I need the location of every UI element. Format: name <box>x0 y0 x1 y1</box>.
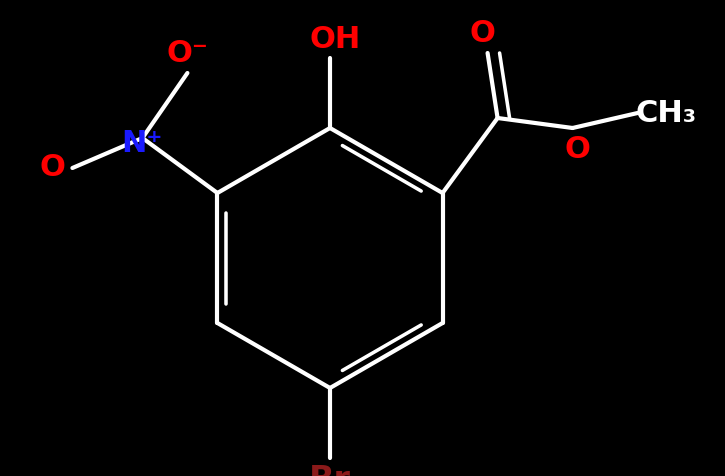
Text: N⁺: N⁺ <box>122 129 163 158</box>
Text: O⁻: O⁻ <box>167 39 208 68</box>
Text: O: O <box>470 19 495 48</box>
Text: Br: Br <box>309 464 351 476</box>
Text: O: O <box>565 136 591 165</box>
Text: CH₃: CH₃ <box>635 99 696 128</box>
Text: OH: OH <box>310 26 360 54</box>
Text: O: O <box>39 153 65 182</box>
